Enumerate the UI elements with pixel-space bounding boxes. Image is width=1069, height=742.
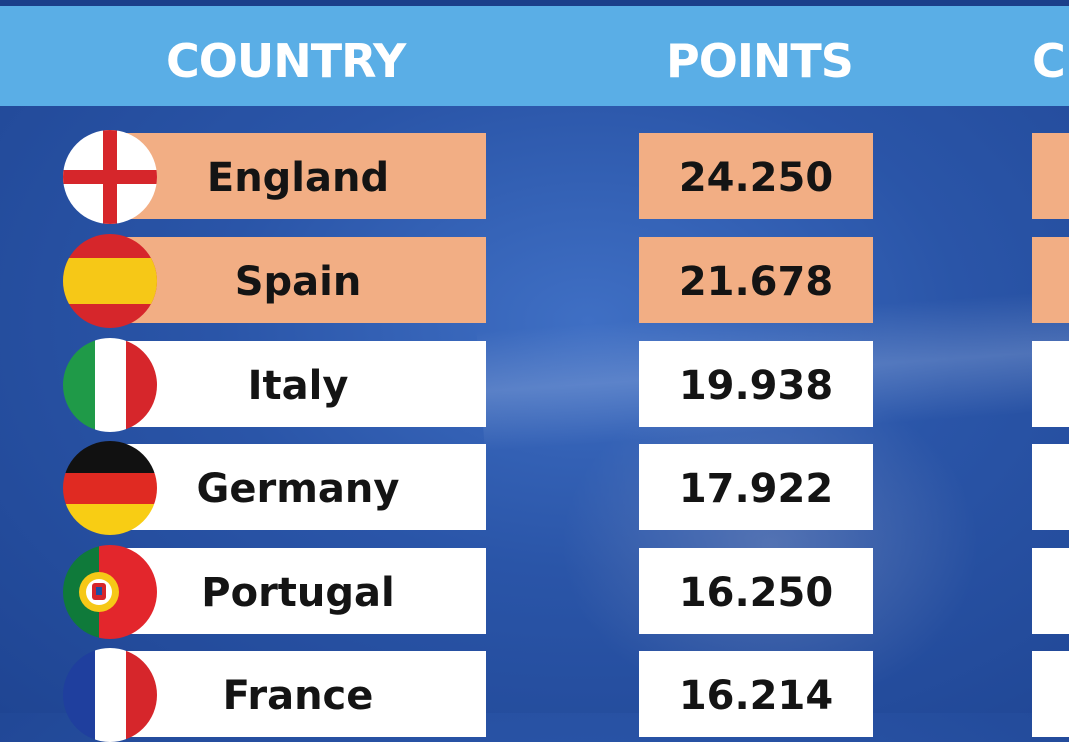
country-cell: England bbox=[110, 133, 486, 219]
england-flag-icon bbox=[63, 130, 157, 224]
table-row: Portugal 16.250 bbox=[0, 545, 1069, 639]
points-cell: 21.678 bbox=[639, 237, 873, 323]
third-column-cell bbox=[1032, 651, 1069, 737]
table-row: Germany 17.922 bbox=[0, 441, 1069, 535]
header-points: POINTS bbox=[666, 34, 854, 88]
points-cell: 19.938 bbox=[639, 341, 873, 427]
third-column-cell bbox=[1032, 341, 1069, 427]
points-cell: 24.250 bbox=[639, 133, 873, 219]
country-name: England bbox=[206, 155, 390, 201]
header-country: COUNTRY bbox=[166, 34, 406, 88]
country-cell: Germany bbox=[110, 444, 486, 530]
italy-flag-icon bbox=[63, 338, 157, 432]
country-cell: Portugal bbox=[110, 548, 486, 634]
table-row: Italy 19.938 bbox=[0, 338, 1069, 432]
points-cell: 16.214 bbox=[639, 651, 873, 737]
third-column-cell bbox=[1032, 237, 1069, 323]
germany-flag-icon bbox=[63, 441, 157, 535]
table-row: Spain 21.678 bbox=[0, 234, 1069, 328]
france-flag-icon bbox=[63, 648, 157, 742]
table-row: France 16.214 bbox=[0, 648, 1069, 742]
country-name: France bbox=[222, 673, 374, 719]
country-cell: Spain bbox=[110, 237, 486, 323]
country-name: Italy bbox=[247, 363, 349, 409]
country-cell: Italy bbox=[110, 341, 486, 427]
third-column-cell bbox=[1032, 133, 1069, 219]
country-name: Spain bbox=[234, 259, 362, 305]
country-name: Portugal bbox=[201, 570, 395, 616]
portugal-flag-icon bbox=[63, 545, 157, 639]
points-cell: 17.922 bbox=[639, 444, 873, 530]
third-column-cell bbox=[1032, 548, 1069, 634]
top-strip bbox=[0, 0, 1069, 6]
table-row: England 24.250 bbox=[0, 130, 1069, 224]
spain-flag-icon bbox=[63, 234, 157, 328]
header-third-column: C bbox=[1032, 34, 1066, 88]
country-name: Germany bbox=[196, 466, 400, 512]
table-header: COUNTRY POINTS C bbox=[0, 6, 1069, 106]
third-column-cell bbox=[1032, 444, 1069, 530]
points-cell: 16.250 bbox=[639, 548, 873, 634]
country-cell: France bbox=[110, 651, 486, 737]
